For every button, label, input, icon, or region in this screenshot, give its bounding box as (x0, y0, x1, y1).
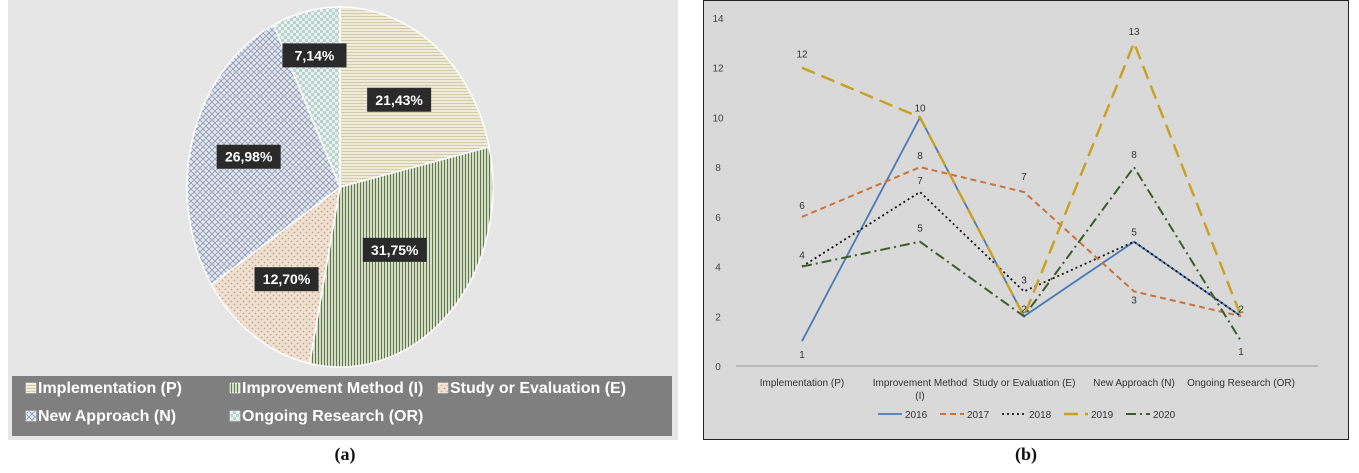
line-legend-label: 2020 (1153, 410, 1176, 421)
caption-b: (b) (1015, 444, 1037, 464)
line-data-label: 4 (799, 251, 805, 262)
y-tick-label: 10 (712, 113, 724, 124)
line-legend-item: 2017 (940, 410, 990, 421)
line-legend-label: 2017 (967, 410, 990, 421)
pie-data-label-text: 7,14% (295, 47, 335, 63)
line-data-label: 5 (917, 224, 923, 235)
line-data-label: 8 (917, 151, 923, 162)
pie-data-label-box (362, 237, 427, 262)
line-legend-item: 2020 (1126, 410, 1176, 421)
pie-legend-swatch (229, 410, 241, 422)
line-series-2020 (801, 165, 1242, 342)
line-legend-item: 2019 (1064, 410, 1114, 421)
pie-data-label-box (216, 144, 281, 169)
line-data-label: 7 (917, 176, 923, 187)
x-tick-label: Study or Evaluation (E) (973, 378, 1076, 389)
pie-legend-swatch (229, 382, 241, 394)
y-tick-label: 4 (715, 263, 721, 274)
pie-legend-swatch (25, 382, 37, 394)
pie-legend-item: New Approach (N) (25, 408, 176, 425)
pie-legend-item: Implementation (P) (25, 380, 182, 397)
line-legend-label: 2016 (905, 410, 928, 421)
line-series-2019 (801, 39, 1243, 320)
line-data-label: 13 (1128, 27, 1140, 38)
pie-chart: 21,43% 31,75% 12,70% 26,98% 7,14% Implementa… (12, 6, 672, 436)
line-data-label: 10 (914, 103, 926, 114)
pie-legend-background (12, 376, 672, 436)
pie-data-label: 26,98% (216, 144, 281, 169)
line-chart-panel: 0 2 4 6 8 10 12 14 Implementation (P) Improvement… (703, 0, 1349, 440)
pie-data-label: 12,70% (254, 267, 319, 292)
pie-legend-swatch (25, 410, 37, 422)
y-tick-label: 0 (715, 362, 721, 373)
line-data-label: 2 (1021, 304, 1027, 315)
line-data-label: 8 (1131, 150, 1137, 161)
line-legend-item: 2018 (1002, 410, 1052, 421)
line-data-label: 3 (1131, 295, 1137, 306)
pie-legend-item: Ongoing Research (OR) (229, 408, 423, 425)
pie-chart-panel: 21,43% 31,75% 12,70% 26,98% 7,14% Implementa… (8, 0, 678, 440)
pie-legend-label: Improvement Method (I) (242, 380, 423, 397)
x-tick-label: Ongoing Research (OR) (1187, 378, 1295, 389)
caption-a: (a) (334, 444, 356, 464)
line-data-label: 3 (1021, 275, 1027, 286)
line-data-label: 1 (799, 350, 805, 361)
line-data-label: 12 (796, 50, 808, 61)
line-series-2017 (801, 166, 1242, 318)
x-tick-label: Implementation (P) (760, 378, 844, 389)
pie-data-label-text: 31,75% (371, 242, 419, 258)
y-tick-label: 2 (715, 312, 721, 323)
pie-data-label-box (282, 43, 347, 68)
pie-legend-swatch (437, 382, 449, 394)
y-tick-label: 14 (712, 14, 724, 25)
line-series-2018 (801, 190, 1242, 318)
line-legend-label: 2019 (1091, 410, 1114, 421)
line-legend-label: 2018 (1029, 410, 1052, 421)
y-tick-label: 6 (715, 213, 721, 224)
line-data-label: 2 (1238, 304, 1244, 315)
line-data-label: 1 (1238, 347, 1244, 358)
pie-data-label: 31,75% (362, 237, 427, 262)
line-legend-item: 2016 (878, 410, 928, 421)
pie-data-label-box (367, 87, 432, 112)
pie-data-label-text: 12,70% (263, 271, 311, 287)
pie-data-label: 7,14% (282, 43, 347, 68)
pie-data-label-text: 21,43% (375, 92, 423, 108)
pie-legend-item: Improvement Method (I) (229, 380, 423, 397)
pie-legend-label: Study or Evaluation (E) (450, 380, 626, 397)
y-tick-label: 8 (715, 163, 721, 174)
line-data-label: 5 (1131, 228, 1137, 239)
y-tick-label: 12 (712, 64, 724, 75)
pie-legend-label: Implementation (P) (38, 380, 182, 397)
line-data-label: 7 (1021, 172, 1027, 183)
x-tick-label: New Approach (N) (1093, 378, 1175, 389)
pie-data-label-box (254, 267, 319, 292)
pie-data-label-text: 26,98% (225, 149, 273, 165)
pie-legend-label: Ongoing Research (OR) (242, 408, 423, 425)
x-tick-label: Improvement Method (I) (873, 378, 968, 402)
pie-legend-label: New Approach (N) (38, 408, 176, 425)
line-data-label: 6 (799, 201, 805, 212)
pie-legend-item: Study or Evaluation (E) (437, 380, 626, 397)
pie-data-label: 21,43% (367, 87, 432, 112)
